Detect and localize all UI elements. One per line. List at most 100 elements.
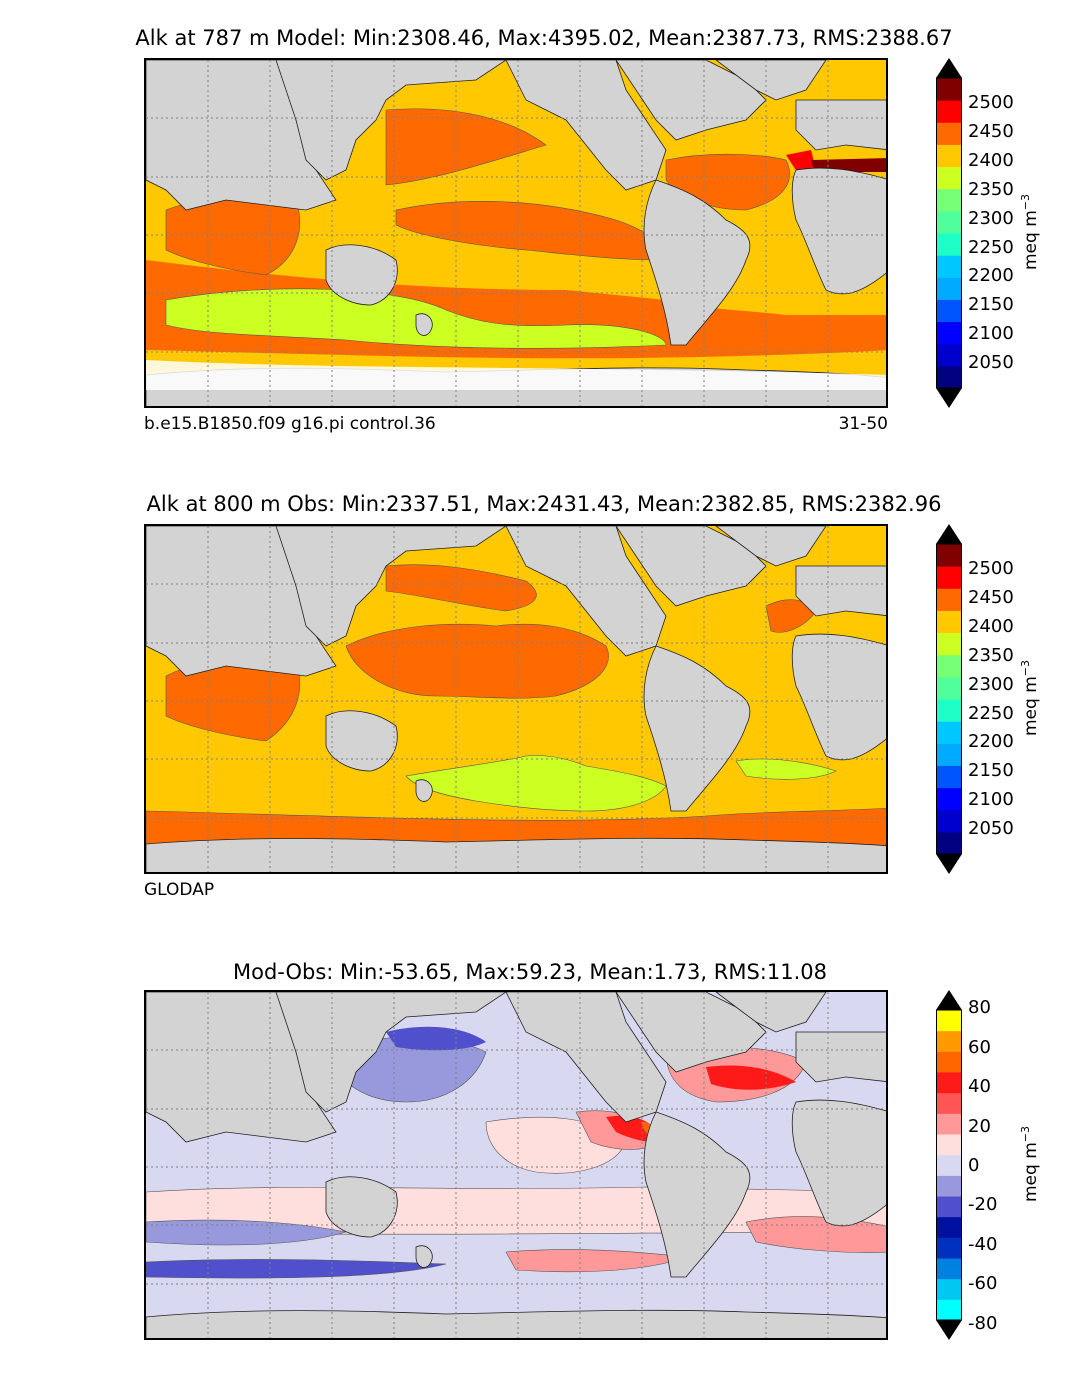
colorbar-frame	[936, 543, 962, 855]
colorbar-swatch	[936, 277, 962, 300]
model-colorbar	[936, 58, 962, 408]
model-colorbar-unit: meq m−3	[1019, 194, 1041, 270]
obs-tick: 2250	[968, 703, 1014, 724]
model-colorbar-svg	[936, 58, 962, 408]
colorbar-swatch	[936, 654, 962, 678]
colorbar-swatch	[936, 1092, 962, 1114]
obs-colorbar-unit: meq m−3	[1019, 660, 1041, 736]
diff-colorbar-svg	[936, 990, 962, 1340]
diff-tick: 40	[968, 1076, 991, 1097]
obs-title: Alk at 800 m Obs: Min:2337.51, Max:2431.…	[146, 492, 942, 516]
colorbar-swatch	[936, 632, 962, 656]
obs-map-svg	[146, 526, 886, 872]
obs-tick: 2100	[968, 789, 1014, 810]
colorbar-swatch	[936, 1278, 962, 1300]
model-tick: 2450	[968, 121, 1014, 142]
colorbar-swatch	[936, 743, 962, 766]
obs-grid	[146, 526, 886, 872]
colorbar-swatch	[936, 1175, 962, 1197]
diff-tick: 80	[968, 997, 991, 1018]
colorbar-extend-max	[936, 58, 962, 78]
colorbar-swatch	[936, 699, 962, 722]
colorbar-swatch	[936, 210, 962, 234]
colorbar-swatch	[936, 188, 962, 212]
model-grid	[146, 60, 886, 406]
colorbar-swatch	[936, 144, 962, 168]
diff-southern-neg	[146, 1259, 447, 1279]
colorbar-swatch	[936, 676, 962, 700]
colorbar-swatch	[936, 233, 962, 256]
model-title: Alk at 787 m Model: Min:2308.46, Max:439…	[135, 26, 953, 50]
diff-panel: Mod-Obs: Min:-53.65, Max:59.23, Mean:1.7…	[0, 932, 1088, 1392]
colorbar-swatch	[936, 566, 962, 589]
colorbar-frame	[936, 1009, 962, 1321]
colorbar-swatch	[936, 610, 962, 634]
diff-tick: -80	[968, 1313, 998, 1334]
obs-map	[144, 524, 888, 874]
colorbar-swatch	[936, 1299, 962, 1321]
colorbar-swatch	[936, 365, 962, 389]
model-caption-run: b.e15.B1850.f09 g16.pi control.36	[144, 414, 436, 434]
diff-tick: -60	[968, 1273, 998, 1294]
diff-tick: -40	[968, 1234, 998, 1255]
colorbar-swatch	[936, 122, 962, 145]
diff-kuroshio	[386, 1026, 486, 1051]
diff-grid	[146, 992, 886, 1338]
colorbar-swatch	[936, 343, 962, 367]
obs-colorbar-svg	[936, 524, 962, 874]
colorbar-frame	[936, 77, 962, 389]
colorbar-swatch	[936, 1113, 962, 1135]
diff-colorbar-unit: meq m−3	[1019, 1126, 1041, 1202]
colorbar-swatch	[936, 1237, 962, 1259]
obs-land	[146, 526, 886, 872]
model-tick: 2350	[968, 179, 1014, 200]
colorbar-extend-min	[936, 854, 962, 874]
model-map-svg	[146, 60, 886, 406]
obs-tick: 2450	[968, 587, 1014, 608]
diff-tick: 0	[968, 1155, 980, 1176]
diff-map	[144, 990, 888, 1340]
model-tick: 2300	[968, 208, 1014, 229]
colorbar-swatch	[936, 1258, 962, 1280]
colorbar-swatch	[936, 1154, 962, 1176]
obs-tick: 2150	[968, 760, 1014, 781]
colorbar-swatch	[936, 1134, 962, 1156]
obs-caption-source: GLODAP	[144, 880, 215, 900]
colorbar-swatch	[936, 78, 962, 101]
model-caption-years: 31-50	[838, 414, 888, 434]
colorbar-swatch	[936, 1072, 962, 1094]
obs-tick: 2400	[968, 616, 1014, 637]
colorbar-swatch	[936, 255, 962, 278]
colorbar-swatch	[936, 765, 962, 789]
obs-tick: 2350	[968, 645, 1014, 666]
colorbar-extend-min	[936, 1320, 962, 1340]
colorbar-swatch	[936, 1010, 962, 1032]
colorbar-swatch	[936, 299, 962, 323]
colorbar-swatch	[936, 1216, 962, 1238]
colorbar-extend-max	[936, 524, 962, 544]
model-tick: 2100	[968, 323, 1014, 344]
diff-tick: -20	[968, 1194, 998, 1215]
colorbar-swatch	[936, 1196, 962, 1218]
colorbar-extend-min	[936, 388, 962, 408]
obs-tick: 2300	[968, 674, 1014, 695]
model-tick: 2400	[968, 150, 1014, 171]
model-tick: 2150	[968, 294, 1014, 315]
colorbar-swatch	[936, 809, 962, 833]
diff-colorbar	[936, 990, 962, 1340]
colorbar-swatch	[936, 831, 962, 855]
diff-south-atlantic	[745, 1216, 886, 1253]
model-tick: 2200	[968, 265, 1014, 286]
diff-land	[146, 992, 886, 1338]
diff-tick: 60	[968, 1037, 991, 1058]
diff-map-svg	[146, 992, 886, 1338]
colorbar-swatch	[936, 1030, 962, 1052]
obs-subtropical-low	[405, 755, 667, 812]
obs-tick: 2500	[968, 558, 1014, 579]
colorbar-swatch	[936, 166, 962, 190]
obs-tick: 2050	[968, 818, 1014, 839]
model-north-pacific	[385, 108, 547, 186]
model-panel: Alk at 787 m Model: Min:2308.46, Max:439…	[0, 0, 1088, 460]
model-tick: 2500	[968, 92, 1014, 113]
obs-panel: Alk at 800 m Obs: Min:2337.51, Max:2431.…	[0, 466, 1088, 926]
